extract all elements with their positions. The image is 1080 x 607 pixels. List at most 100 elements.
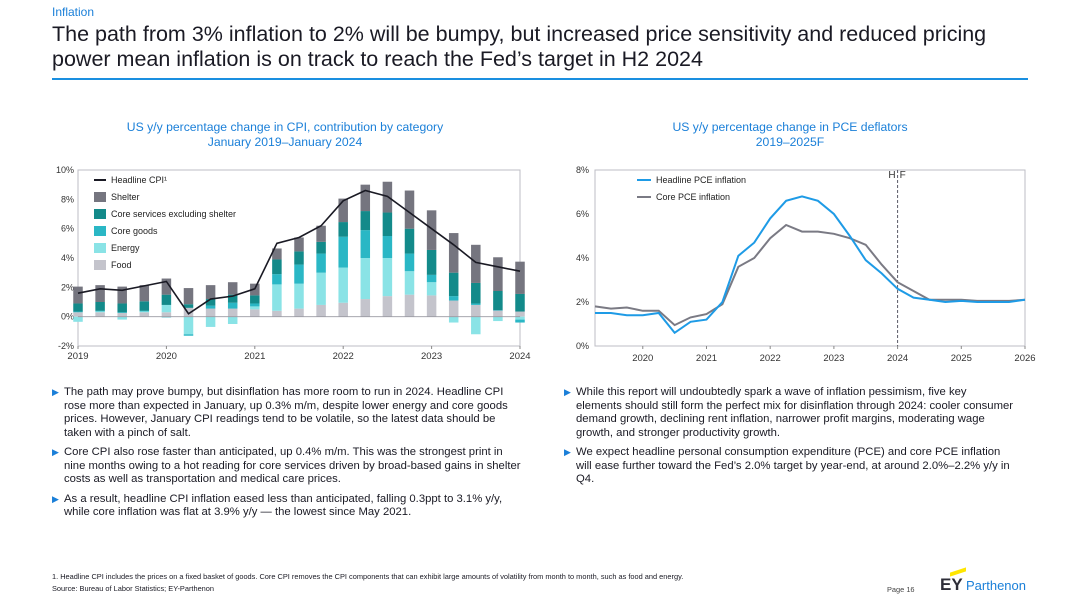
pce-plot-frame	[594, 169, 1026, 347]
cpi-bar-segment	[426, 249, 437, 275]
cpi-bar-segment	[515, 316, 525, 320]
cpi-legend-label: Core services excluding shelter	[111, 209, 236, 219]
cpi-bar-segment	[316, 241, 326, 254]
cpi-x-tick-label: 2023	[421, 351, 442, 362]
cpi-bar-segment	[404, 294, 415, 317]
left-bullet-3: ▶ As a result, headline CPI inflation eas…	[52, 493, 522, 520]
cpi-headline-line	[77, 189, 521, 315]
left-chart-title-block: US y/y percentage change in CPI, contrib…	[70, 120, 500, 150]
cpi-bar-segment	[272, 284, 282, 311]
bullet-arrow-icon: ▶	[564, 387, 571, 397]
cpi-bar-segment	[294, 283, 304, 309]
cpi-bar-segment	[139, 310, 150, 313]
cpi-bar-segment	[227, 308, 238, 317]
cpi-bar-segment	[471, 303, 481, 305]
cpi-plot-frame	[77, 169, 521, 347]
cpi-bar-segment	[404, 271, 415, 295]
cpi-bar-segment	[250, 303, 260, 307]
cpi-bar-segment	[448, 272, 459, 297]
cpi-bar-segment	[338, 236, 348, 268]
cpi-bar-segment	[338, 198, 348, 223]
cpi-bar-segment	[139, 310, 150, 312]
cpi-y-tick-label: 0%	[61, 312, 74, 322]
cpi-bar-segment	[161, 304, 172, 313]
cpi-bar-segment	[294, 251, 304, 265]
cpi-bar-segment	[205, 285, 216, 300]
cpi-bar-segment	[205, 299, 216, 306]
cpi-bar-segment	[493, 316, 503, 322]
cpi-x-tick-label: 2022	[333, 351, 354, 362]
cpi-bar-segment	[294, 264, 304, 284]
cpi-bar-segment	[515, 293, 525, 312]
pce-x-tick-label: 2025	[951, 353, 972, 364]
footnote: 1. Headline CPI includes the prices on a…	[52, 572, 684, 581]
pce-series-line	[594, 223, 1026, 327]
cpi-bar-segment	[73, 316, 83, 322]
ey-parthenon-logo: EY Parthenon	[940, 567, 1030, 595]
cpi-y-tick-label: 6%	[61, 224, 74, 234]
cpi-bar-segment	[183, 304, 194, 308]
cpi-y-tick-label: 10%	[56, 165, 74, 175]
right-bullet-1-text: While this report will undoubtedly spark…	[576, 386, 1014, 439]
headline-rule	[52, 78, 1028, 80]
cpi-legend-label: Core goods	[111, 226, 158, 236]
cpi-bar-segment	[426, 210, 437, 250]
cpi-bar-segment	[448, 316, 459, 323]
cpi-bar-segment	[448, 233, 459, 273]
left-bullet-1: ▶ The path may prove bumpy, but disinflat…	[52, 386, 522, 440]
bullet-arrow-icon: ▶	[52, 387, 59, 397]
cpi-bar-segment	[515, 319, 525, 323]
cpi-bar-segment	[338, 302, 348, 317]
pce-x-tick-label: 2021	[696, 353, 717, 364]
cpi-bar-segment	[139, 301, 150, 311]
cpi-bar-segment	[316, 272, 326, 305]
cpi-x-tick-label: 2019	[67, 351, 88, 362]
cpi-bar-segment	[117, 303, 127, 313]
cpi-bar-segment	[338, 222, 348, 237]
cpi-bar-segment	[382, 236, 393, 258]
left-bullet-1-text: The path may prove bumpy, but disinflati…	[64, 386, 508, 439]
cpi-bar-segment	[404, 253, 415, 272]
bullet-arrow-icon: ▶	[52, 447, 59, 457]
pce-history-label: H	[888, 170, 895, 181]
cpi-legend-label: Headline CPI¹	[111, 175, 167, 185]
cpi-bar-segment	[515, 261, 525, 294]
cpi-bar-segment	[117, 286, 127, 304]
right-bullet-2-text: We expect headline personal consumption …	[576, 446, 1010, 485]
cpi-bar-segment	[139, 285, 150, 302]
cpi-bar-segment	[316, 253, 326, 273]
cpi-bar-segment	[227, 316, 238, 324]
cpi-bar-segment	[183, 288, 194, 305]
cpi-y-tick-label: -2%	[58, 341, 74, 351]
left-bullet-2: ▶ Core CPI also rose faster than anticipa…	[52, 446, 522, 487]
cpi-bar-segment	[382, 212, 393, 236]
cpi-bar-segment	[272, 274, 282, 285]
pce-y-tick-label: 8%	[576, 165, 589, 175]
cpi-bar-segment	[272, 248, 282, 260]
page-number: Page 16	[887, 585, 915, 594]
cpi-bar-segment	[161, 278, 172, 295]
cpi-legend-swatch	[94, 209, 106, 219]
cpi-bar-segment	[316, 225, 326, 242]
cpi-bar-segment	[382, 296, 393, 317]
cpi-bar-segment	[515, 311, 525, 317]
section-label: Inflation	[52, 5, 95, 19]
cpi-bar-segment	[272, 310, 282, 317]
cpi-bar-segment	[117, 312, 127, 313]
cpi-legend-swatch	[94, 226, 106, 236]
cpi-bar-segment	[205, 316, 216, 327]
cpi-bar-segment	[73, 312, 83, 317]
cpi-bar-segment	[73, 303, 83, 312]
cpi-bar-segment	[183, 316, 194, 335]
cpi-bar-segment	[227, 282, 238, 295]
cpi-bar-segment	[426, 282, 437, 296]
cpi-bar-segment	[205, 305, 216, 309]
cpi-bar-segment	[161, 312, 172, 317]
cpi-bar-segment	[471, 316, 481, 335]
cpi-legend-label: Food	[111, 260, 132, 270]
cpi-bar-segment	[360, 230, 371, 258]
cpi-bar-segment	[316, 304, 326, 317]
cpi-bar-segment	[294, 308, 304, 317]
cpi-bar-segment	[272, 259, 282, 275]
cpi-y-tick-label: 4%	[61, 253, 74, 263]
